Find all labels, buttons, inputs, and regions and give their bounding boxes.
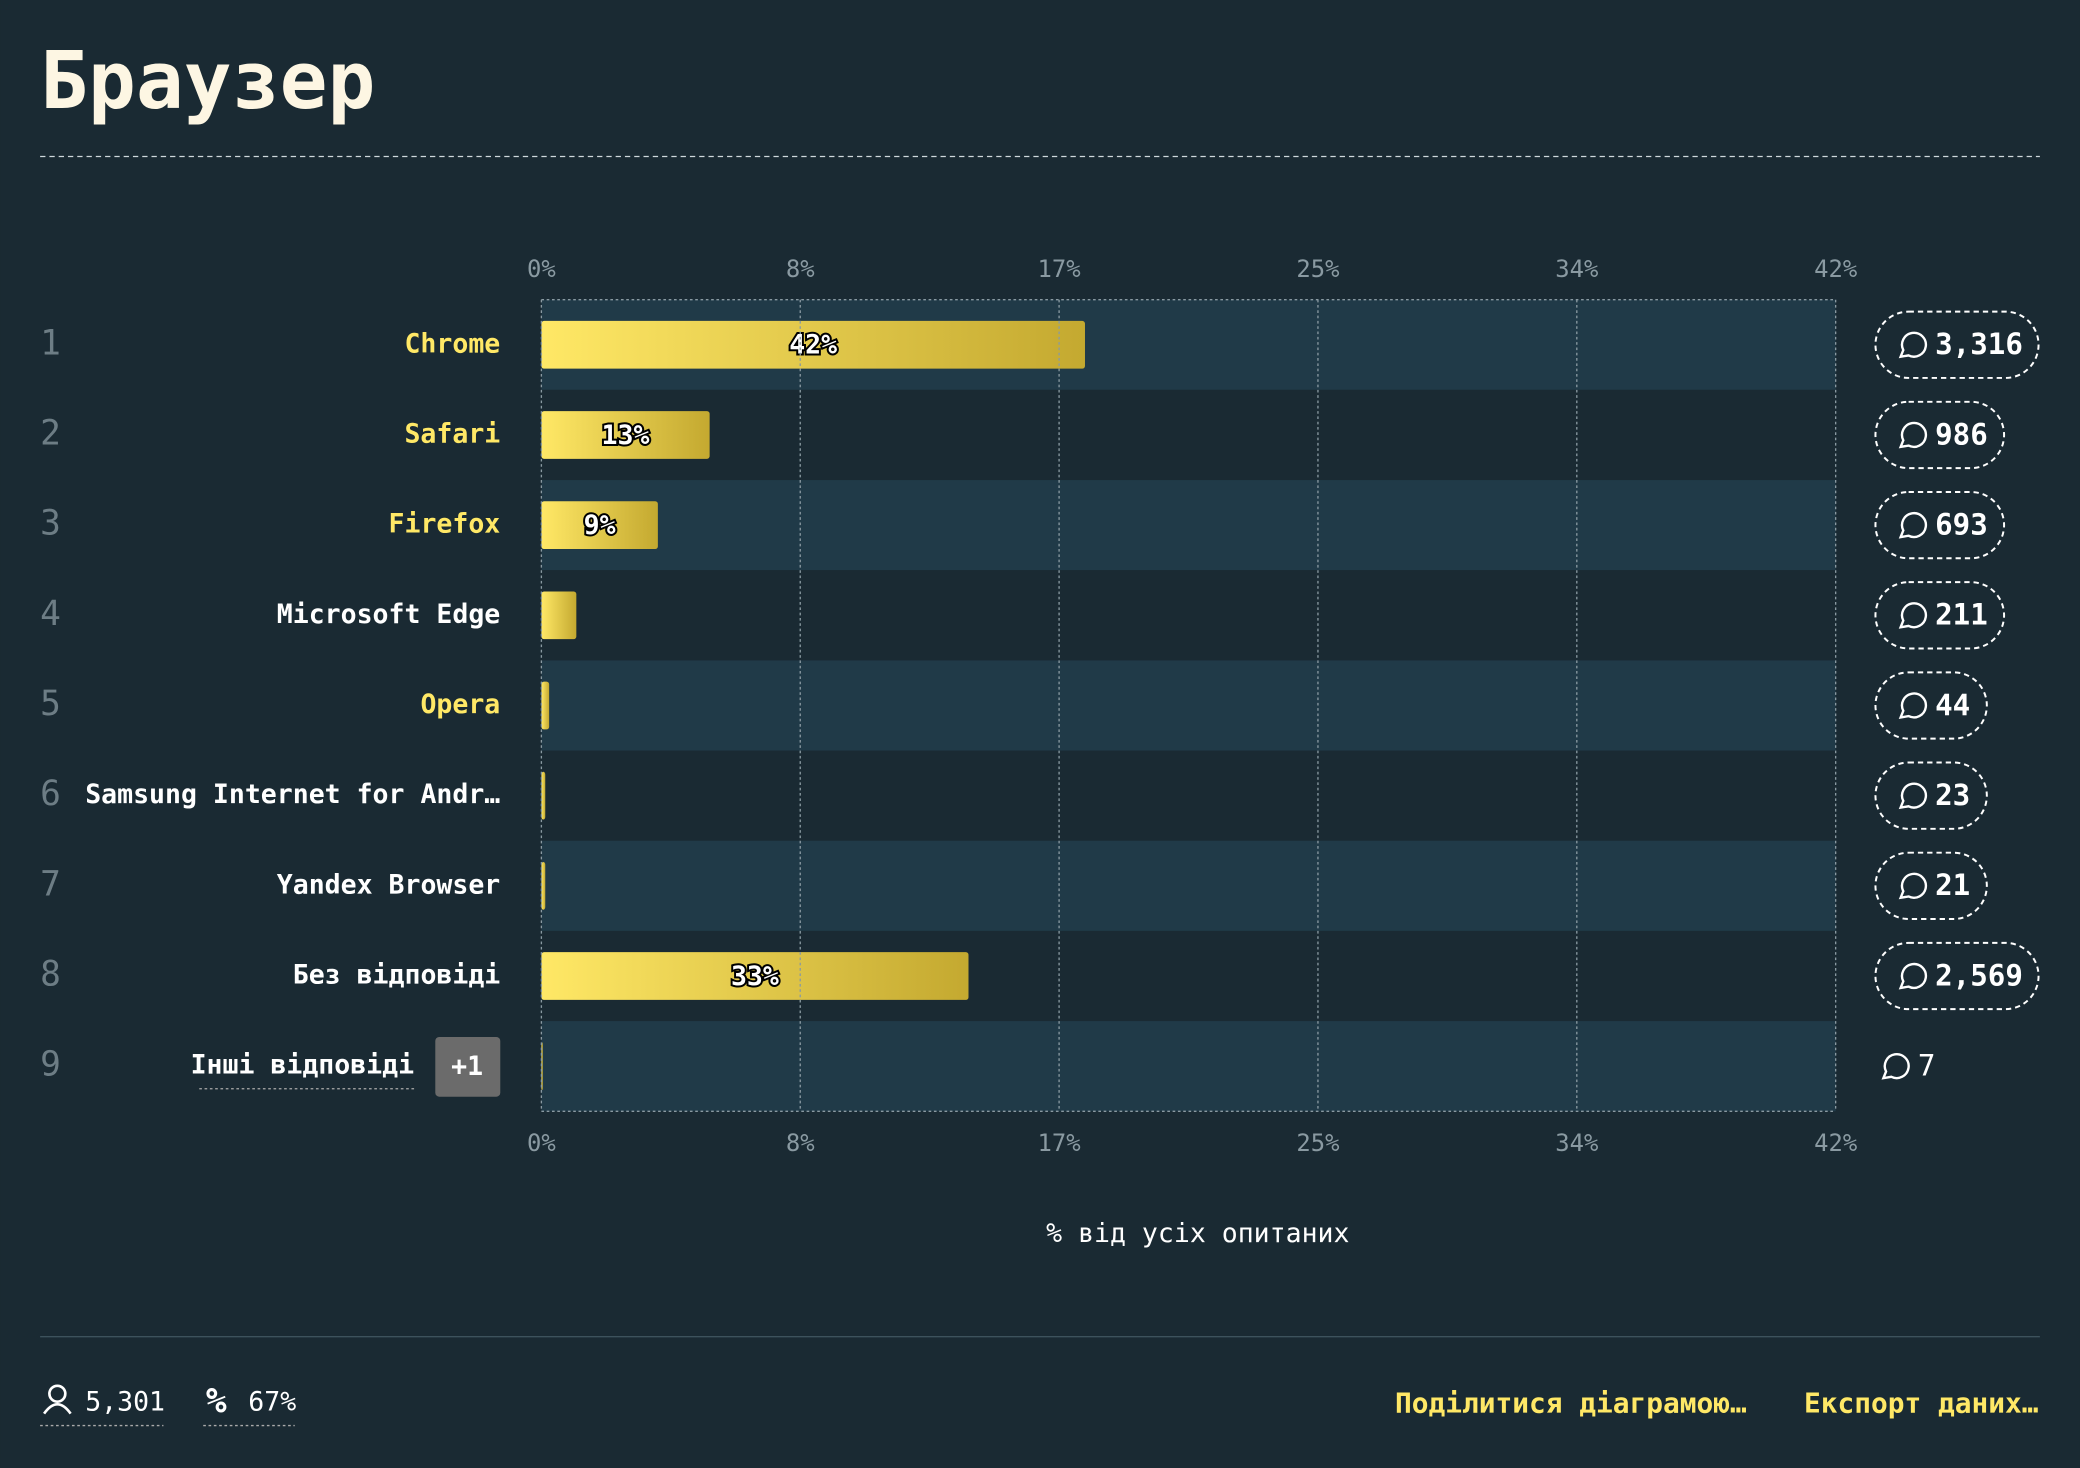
bar xyxy=(541,861,546,910)
row-band xyxy=(541,840,1836,931)
row-band xyxy=(541,480,1836,571)
rank: 9 xyxy=(40,1045,61,1085)
count: 3,316 xyxy=(1935,327,2023,361)
count-pill[interactable] xyxy=(1874,851,1988,920)
x-tick-label: 42% xyxy=(1814,1129,1857,1157)
x-tick-label: 17% xyxy=(1038,255,1081,283)
rank: 2 xyxy=(40,413,61,453)
value-label: 42% xyxy=(789,330,837,361)
rank: 4 xyxy=(40,594,61,634)
count: 2,569 xyxy=(1935,958,2023,992)
category-label: Yandex Browser xyxy=(277,869,501,900)
export-button[interactable]: Експорт даних… xyxy=(1804,1386,2039,1419)
comment-icon xyxy=(1898,962,1928,990)
count: 693 xyxy=(1935,507,1988,541)
percent-value: 67% xyxy=(248,1387,296,1418)
value-label: 33% xyxy=(731,961,779,992)
rank: 3 xyxy=(40,504,61,544)
category-label: Microsoft Edge xyxy=(277,599,501,630)
row-band xyxy=(541,570,1836,661)
count: 986 xyxy=(1935,417,1988,451)
comment-icon xyxy=(1898,872,1928,900)
row-band xyxy=(541,660,1836,751)
title: Браузер xyxy=(40,34,375,127)
category-label: Safari xyxy=(404,418,500,449)
x-axis-title: % від усіх опитаних xyxy=(1046,1218,1349,1249)
rank: 8 xyxy=(40,955,61,995)
bar xyxy=(541,320,1085,369)
comment-icon xyxy=(1898,602,1928,629)
bar xyxy=(541,771,546,820)
x-tick-label: 25% xyxy=(1296,255,1339,283)
category-label: Firefox xyxy=(389,509,501,540)
x-tick-label: 0% xyxy=(527,255,556,283)
bar xyxy=(541,952,969,1000)
respondents[interactable]: 5,301 xyxy=(40,1384,165,1427)
count-pill[interactable] xyxy=(1874,761,1988,830)
x-tick-label: 8% xyxy=(786,1129,815,1157)
comment-icon xyxy=(1898,782,1928,810)
category-label[interactable]: Інші відповіді xyxy=(191,1050,415,1081)
category-label: Samsung Internet for Andr… xyxy=(85,779,500,810)
rank: 7 xyxy=(40,864,61,904)
x-tick-label: 0% xyxy=(527,1129,556,1157)
x-tick-label: 8% xyxy=(786,255,815,283)
count: 21 xyxy=(1935,868,1970,902)
x-tick-label: 25% xyxy=(1296,1129,1339,1157)
comment-icon xyxy=(1898,692,1928,719)
count-pill[interactable] xyxy=(1874,400,2006,470)
x-tick-label: 34% xyxy=(1555,255,1598,283)
row-band xyxy=(541,750,1836,841)
bar xyxy=(541,501,658,550)
comment-icon xyxy=(1898,421,1928,449)
row-band xyxy=(541,389,1836,481)
more-button[interactable] xyxy=(435,1037,501,1097)
respondents-count: 5,301 xyxy=(85,1387,165,1418)
count: 23 xyxy=(1935,778,1970,812)
x-tick-label: 42% xyxy=(1814,255,1857,283)
more-count: +1 xyxy=(451,1051,483,1082)
category-label: Opera xyxy=(420,689,500,720)
count-pill[interactable] xyxy=(1874,581,2006,650)
share-button[interactable]: Поділитися діаграмою… xyxy=(1395,1386,1747,1419)
category-label: Chrome xyxy=(404,328,500,359)
rank: 6 xyxy=(40,774,61,814)
comment-icon xyxy=(1898,511,1928,539)
count-pill[interactable] xyxy=(1874,941,2040,1011)
user-icon xyxy=(43,1403,72,1415)
row-band xyxy=(541,1021,1836,1112)
rank: 5 xyxy=(40,684,61,724)
rank: 1 xyxy=(40,323,61,363)
value-label: 9% xyxy=(584,510,616,541)
percent-icon: % xyxy=(206,1382,227,1422)
category-label: Без відповіді xyxy=(293,960,501,991)
count: 44 xyxy=(1935,688,1970,722)
value-label: 13% xyxy=(602,420,650,451)
bar xyxy=(541,681,550,730)
count-pill[interactable] xyxy=(1874,310,2040,379)
x-tick-label: 34% xyxy=(1555,1129,1598,1157)
bar xyxy=(541,411,710,459)
count: 211 xyxy=(1935,598,1988,632)
comment-icon xyxy=(1898,331,1928,359)
user-icon xyxy=(48,1384,67,1404)
x-tick-label: 17% xyxy=(1038,1129,1081,1157)
bar xyxy=(541,591,577,640)
percent[interactable]: % 67% xyxy=(203,1382,296,1427)
comment-icon xyxy=(1881,1053,1910,1080)
count-pill[interactable] xyxy=(1874,671,1988,740)
count: 7 xyxy=(1918,1049,1936,1083)
count-pill[interactable] xyxy=(1874,490,2006,560)
